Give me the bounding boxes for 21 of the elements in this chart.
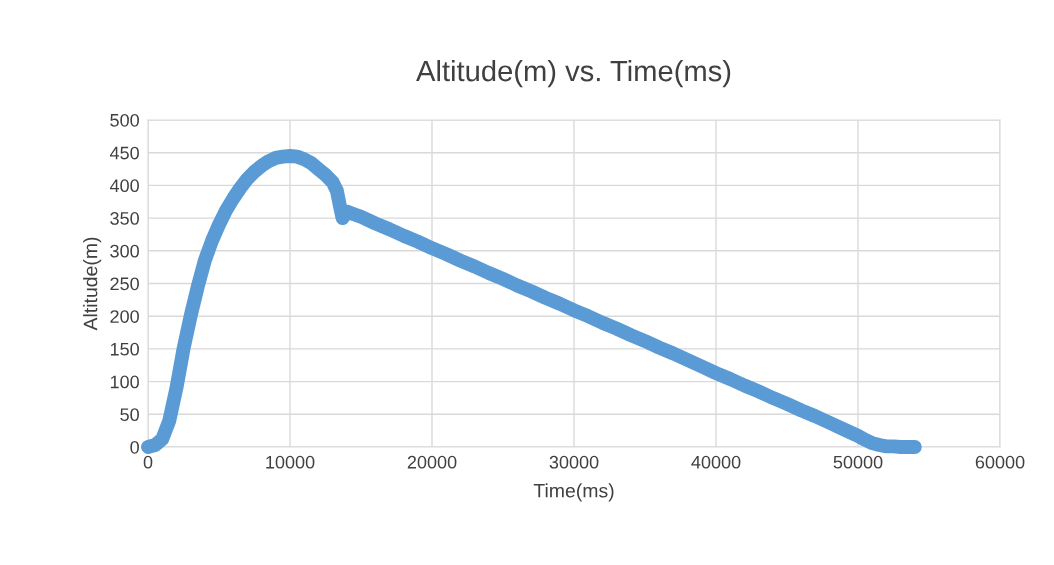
y-tick-label: 500: [110, 113, 139, 127]
y-tick-label: 100: [110, 375, 139, 389]
y-tick-label: 200: [110, 310, 139, 323]
x-axis-title: Time(ms): [533, 483, 614, 502]
y-tick-label: 250: [110, 277, 139, 291]
y-tick-label: 300: [110, 244, 139, 258]
x-tick-label: 0: [143, 455, 153, 469]
x-tick-label: 20000: [407, 455, 457, 469]
x-tick-label: 40000: [691, 455, 741, 469]
x-tick-label: 60000: [975, 455, 1025, 469]
x-tick-label: 50000: [833, 455, 883, 469]
y-tick-label: 400: [109, 179, 139, 193]
chart-title: Altitude(m) vs. Time(ms): [416, 59, 731, 88]
y-tick-label: 50: [120, 408, 139, 422]
x-tick-label: 30000: [549, 455, 599, 469]
y-tick-label: 150: [110, 342, 139, 356]
y-tick-label: 350: [110, 212, 139, 225]
x-tick-label: 10000: [266, 455, 315, 469]
y-axis-title: Altitude(m): [83, 237, 102, 331]
y-tick-label: 0: [130, 440, 139, 454]
y-tick-label: 450: [109, 146, 139, 160]
